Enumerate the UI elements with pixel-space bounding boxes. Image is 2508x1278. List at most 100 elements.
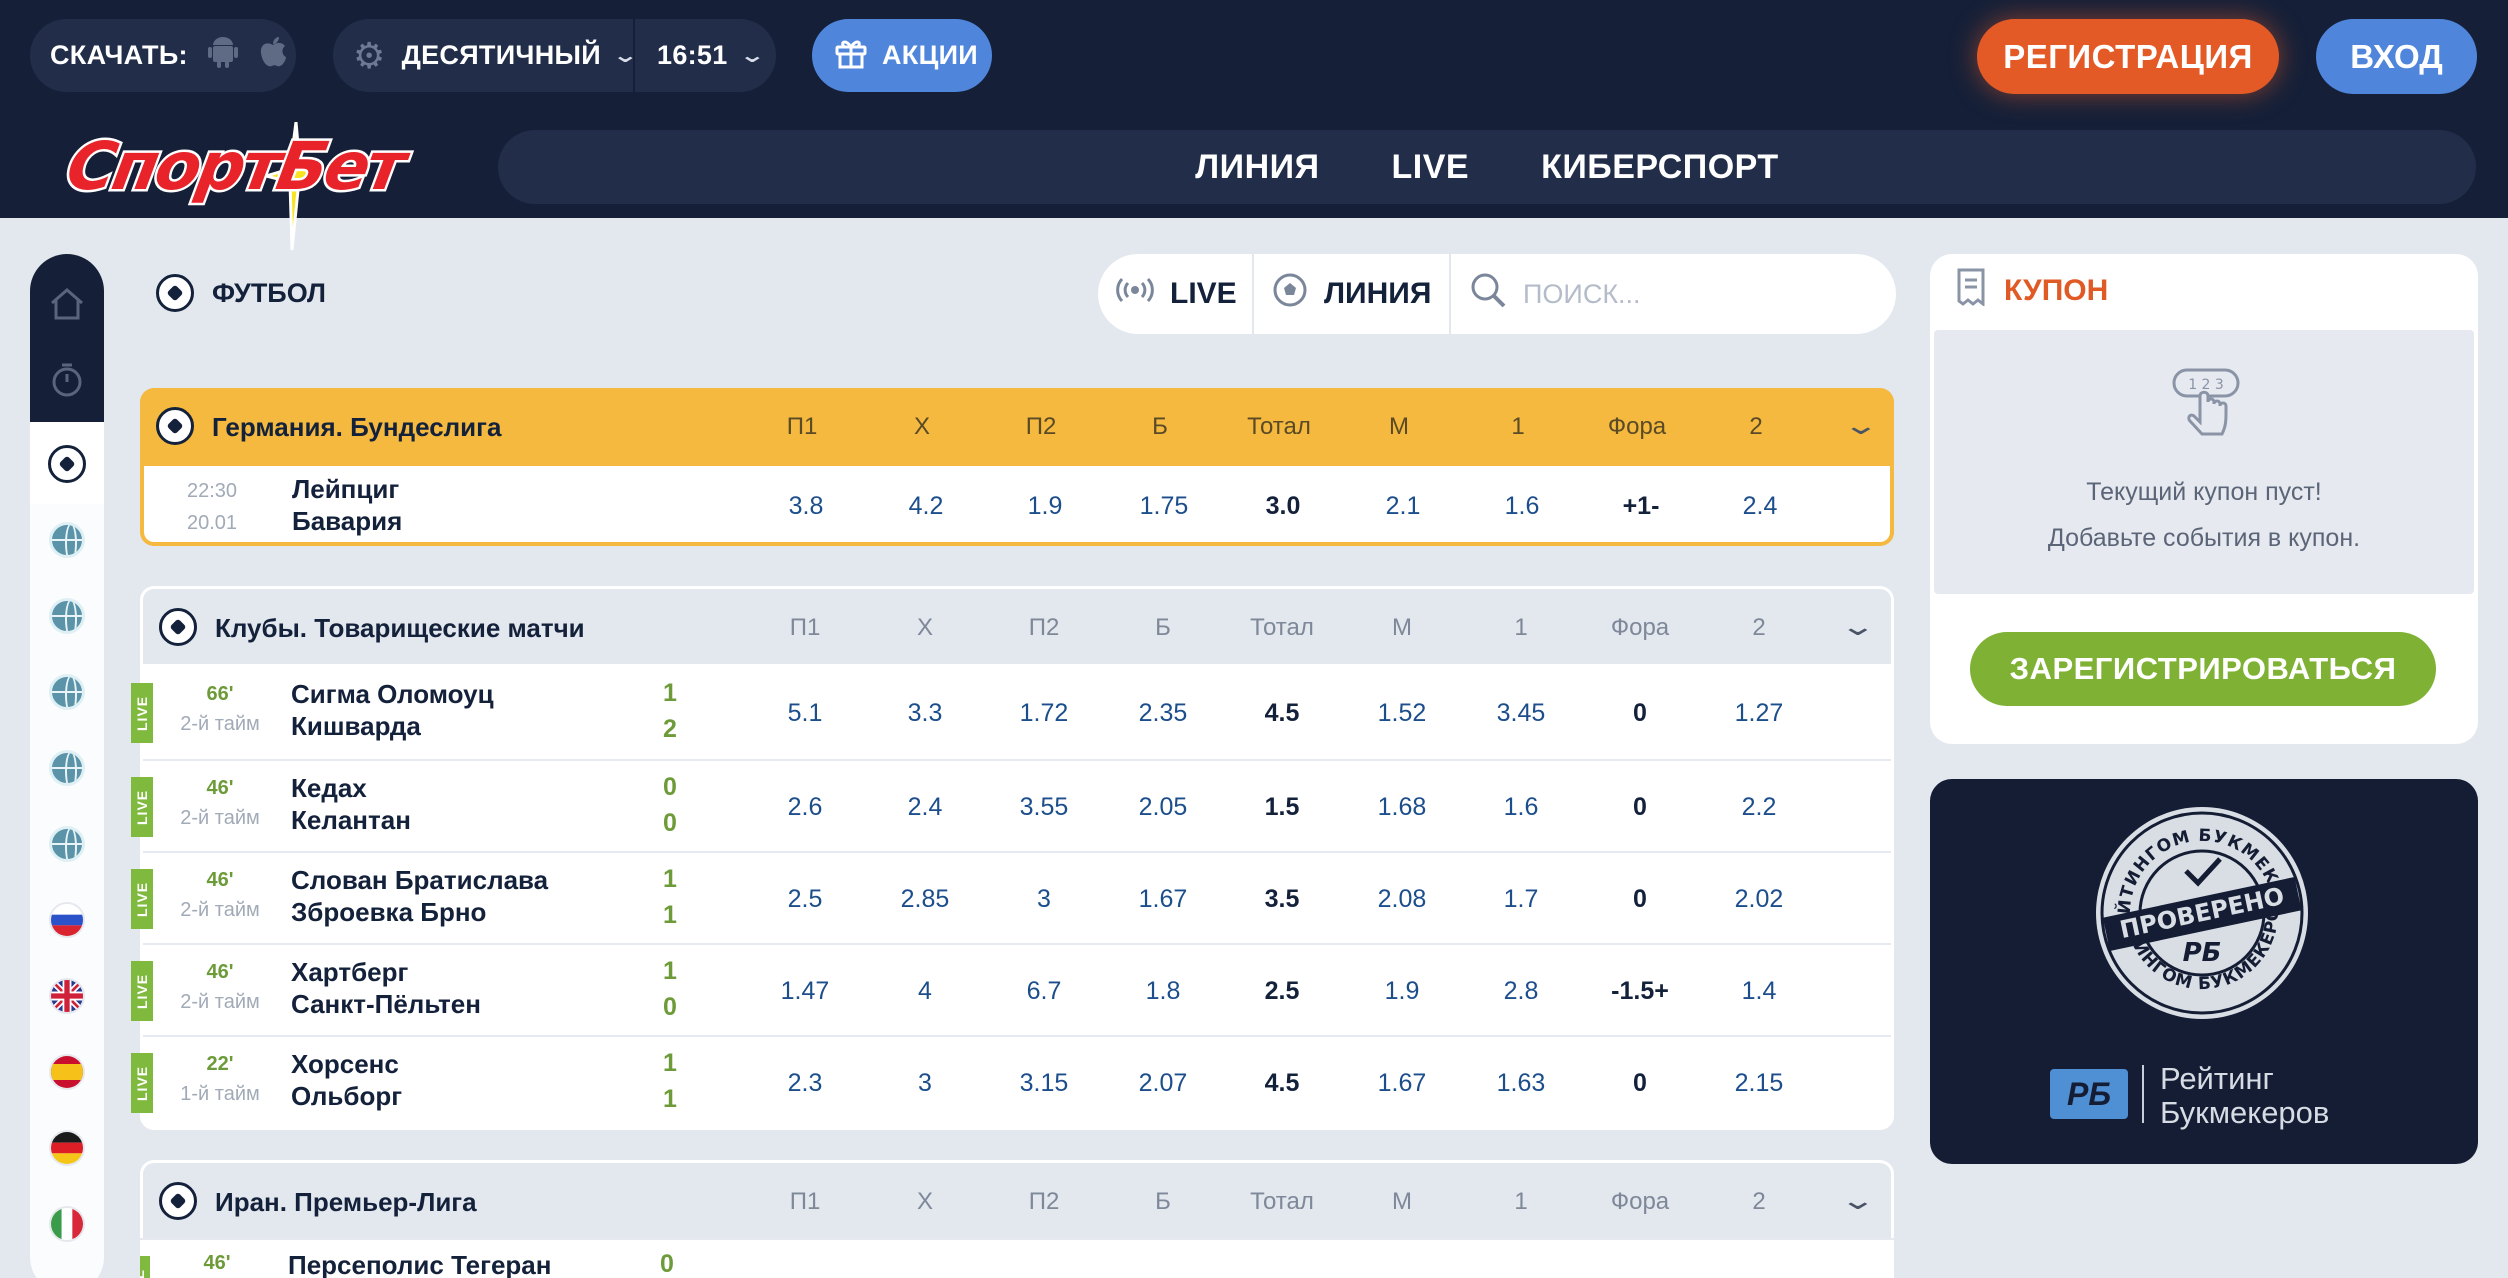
- match-row[interactable]: LIVE 46' Персеполис Тегеран 0: [140, 1238, 1894, 1278]
- germany-flag-icon[interactable]: [30, 1110, 104, 1186]
- odd-2[interactable]: 2.2: [1741, 793, 1777, 821]
- register-button[interactable]: РЕГИСТРАЦИЯ: [1977, 19, 2279, 94]
- col-total: Тотал: [1250, 1188, 1314, 1215]
- odd-m[interactable]: 1.9: [1384, 977, 1420, 1005]
- verified-seal-icon: РЕЙТИНГОМ БУКМЕКЕРОВ РЕЙТИНГОМ БУКМЕКЕРО…: [2090, 801, 2308, 1019]
- team-home: Кедах: [291, 773, 367, 803]
- odd-p1[interactable]: 1.47: [780, 977, 830, 1005]
- odd-2[interactable]: 1.4: [1741, 977, 1777, 1005]
- odd-p2[interactable]: 6.7: [1026, 977, 1062, 1005]
- odd-2[interactable]: 1.27: [1734, 699, 1784, 727]
- globe-icon[interactable]: [30, 502, 104, 578]
- score-home: 1: [663, 1049, 677, 1077]
- match-row[interactable]: LIVE 22' 1-й тайм Хорсенс Ольборг 1 1 2.…: [131, 1035, 1891, 1127]
- stopwatch-icon[interactable]: [30, 342, 104, 418]
- odd-m[interactable]: 2.1: [1385, 492, 1421, 520]
- odd-p2[interactable]: 3.15: [1019, 1069, 1069, 1097]
- nav-live[interactable]: LIVE: [1391, 147, 1470, 186]
- odd-p1[interactable]: 2.5: [787, 885, 823, 913]
- globe-icon[interactable]: [30, 730, 104, 806]
- search-box[interactable]: [1451, 271, 1891, 317]
- chevron-down-icon[interactable]: ⌄: [1842, 410, 1880, 440]
- nav-esports[interactable]: КИБЕРСПОРТ: [1541, 147, 1779, 186]
- sportbet-logo[interactable]: СпортБет: [59, 118, 430, 258]
- chevron-down-icon[interactable]: ⌄: [1839, 611, 1877, 641]
- odd-fora: 0: [1633, 885, 1647, 913]
- odd-x[interactable]: 4: [918, 977, 932, 1005]
- signup-button[interactable]: ЗАРЕГИСТРИРОВАТЬСЯ: [1970, 632, 2436, 706]
- odd-p2[interactable]: 1.9: [1027, 492, 1063, 520]
- match-row[interactable]: LIVE 46' 2-й тайм Кедах Келантан 0 0 2.6…: [131, 759, 1891, 851]
- rail-top: [30, 254, 104, 422]
- spain-flag-icon[interactable]: [30, 1034, 104, 1110]
- match-period: 2-й тайм: [180, 991, 260, 1013]
- odd-b[interactable]: 1.75: [1139, 492, 1189, 520]
- globe-icon[interactable]: [30, 578, 104, 654]
- odd-b[interactable]: 1.8: [1145, 977, 1181, 1005]
- time-select[interactable]: 16:51 ⌄: [635, 19, 765, 92]
- odd-x[interactable]: 3: [918, 1069, 932, 1097]
- receipt-icon: [1956, 268, 1986, 314]
- odd-b[interactable]: 2.05: [1138, 793, 1188, 821]
- match-row[interactable]: LIVE 46' 2-й тайм Хартберг Санкт-Пёльтен…: [131, 943, 1891, 1035]
- odd-p1[interactable]: 3.8: [788, 492, 824, 520]
- match-row[interactable]: 22:30 20.01 Лейпциг Бавария 3.8 4.2 1.9 …: [140, 466, 1894, 546]
- odd-m[interactable]: 2.08: [1377, 885, 1427, 913]
- col-fora: Фора: [1610, 614, 1670, 641]
- odd-x[interactable]: 2.85: [900, 885, 950, 913]
- odd-1[interactable]: 2.8: [1503, 977, 1539, 1005]
- coupon-panel: КУПОН 1 2 3 Текущий купон пуст! Добавьте…: [1930, 254, 2478, 744]
- odd-b[interactable]: 2.35: [1138, 699, 1188, 727]
- coupon-empty-state: 1 2 3 Текущий купон пуст! Добавьте событ…: [1934, 330, 2474, 594]
- odd-m[interactable]: 1.67: [1377, 1069, 1427, 1097]
- android-icon[interactable]: [207, 36, 238, 76]
- odd-m[interactable]: 1.68: [1377, 793, 1427, 821]
- odd-1[interactable]: 1.63: [1496, 1069, 1546, 1097]
- russia-flag-icon[interactable]: [30, 882, 104, 958]
- chevron-down-icon[interactable]: ⌄: [1839, 1185, 1877, 1215]
- odd-p1[interactable]: 2.3: [787, 1069, 823, 1097]
- odd-2[interactable]: 2.02: [1734, 885, 1784, 913]
- odd-p1[interactable]: 2.6: [787, 793, 823, 821]
- match-row[interactable]: LIVE 46' 2-й тайм Слован Братислава Збро…: [131, 851, 1891, 943]
- promo-button[interactable]: АКЦИИ: [812, 19, 992, 92]
- globe-icon[interactable]: [30, 806, 104, 882]
- italy-flag-icon[interactable]: [30, 1186, 104, 1262]
- uk-flag-icon[interactable]: [30, 958, 104, 1034]
- apple-icon[interactable]: [258, 35, 288, 77]
- odd-p2[interactable]: 3: [1037, 885, 1051, 913]
- odd-1[interactable]: 1.7: [1503, 885, 1539, 913]
- globe-icon[interactable]: [30, 654, 104, 730]
- match-row[interactable]: LIVE 66' 2-й тайм Сигма Оломоуц Кишварда…: [131, 667, 1891, 759]
- col-p1: П1: [786, 413, 818, 440]
- odd-p2[interactable]: 3.55: [1019, 793, 1069, 821]
- login-button[interactable]: ВХОД: [2316, 19, 2477, 94]
- league-header[interactable]: Германия. Бундеслига П1 Х П2 Б Тотал М 1…: [140, 388, 1894, 466]
- odd-b[interactable]: 1.67: [1138, 885, 1188, 913]
- match-period: 2-й тайм: [180, 713, 260, 735]
- odd-1[interactable]: 1.6: [1504, 492, 1540, 520]
- league-header[interactable]: Иран. Премьер-Лига П1 Х П2 Б Тотал М 1 Ф…: [140, 1160, 1894, 1238]
- league-header[interactable]: Клубы. Товарищеские матчи П1 Х П2 Б Тота…: [140, 586, 1894, 664]
- search-input[interactable]: [1523, 278, 1853, 310]
- odd-m[interactable]: 1.52: [1377, 699, 1427, 727]
- odd-2[interactable]: 2.15: [1734, 1069, 1784, 1097]
- odd-1[interactable]: 1.6: [1503, 793, 1539, 821]
- odd-p1[interactable]: 5.1: [787, 699, 823, 727]
- odds-format-select[interactable]: ⚙ ДЕСЯТИЧНЫЙ ⌄: [333, 19, 639, 92]
- odd-1[interactable]: 3.45: [1496, 699, 1546, 727]
- nav-line[interactable]: ЛИНИЯ: [1195, 147, 1320, 186]
- odd-p2[interactable]: 1.72: [1019, 699, 1069, 727]
- home-icon[interactable]: [30, 266, 104, 342]
- odd-x[interactable]: 2.4: [907, 793, 943, 821]
- football-icon[interactable]: [30, 426, 104, 502]
- odd-2[interactable]: 2.4: [1742, 492, 1778, 520]
- odd-x[interactable]: 3.3: [907, 699, 943, 727]
- filter-line-tab[interactable]: ЛИНИЯ: [1254, 254, 1451, 334]
- odd-b[interactable]: 2.07: [1138, 1069, 1188, 1097]
- odd-x[interactable]: 4.2: [908, 492, 944, 520]
- match-minute: 46': [203, 1252, 231, 1274]
- rating-badge[interactable]: РЕЙТИНГОМ БУКМЕКЕРОВ РЕЙТИНГОМ БУКМЕКЕРО…: [1930, 779, 2478, 1164]
- col-2: 2: [1749, 413, 1763, 440]
- filter-live-tab[interactable]: LIVE: [1098, 254, 1254, 334]
